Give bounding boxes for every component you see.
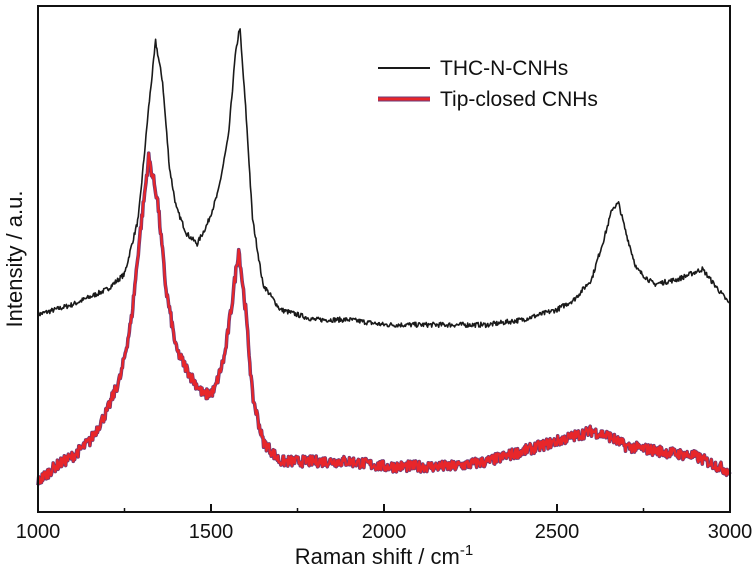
x-tick-label: 2000 bbox=[362, 521, 407, 543]
x-axis-label: Raman shift / cm-1 bbox=[295, 542, 473, 569]
legend: THC-N-CNHs Tip-closed CNHs bbox=[378, 57, 598, 111]
y-axis-label: Intensity / a.u. bbox=[2, 191, 27, 328]
x-tick-label: 3000 bbox=[708, 521, 753, 543]
x-axis-label-superscript: -1 bbox=[460, 542, 473, 559]
series-line-thc-n-cnhs bbox=[37, 28, 731, 329]
x-tick-label: 2500 bbox=[535, 521, 580, 543]
series-line-tip-closed-cnhs bbox=[36, 152, 731, 486]
x-axis-ticks: 1000 1500 2000 2500 3000 bbox=[16, 504, 753, 543]
x-tick-label: 1000 bbox=[16, 521, 61, 543]
legend-label-tip-closed-cnhs: Tip-closed CNHs bbox=[440, 88, 598, 111]
x-tick-label: 1500 bbox=[189, 521, 234, 543]
x-axis-label-main: Raman shift / cm bbox=[295, 544, 460, 569]
legend-label-thc-n-cnhs: THC-N-CNHs bbox=[440, 57, 568, 80]
series-layer bbox=[36, 28, 732, 486]
